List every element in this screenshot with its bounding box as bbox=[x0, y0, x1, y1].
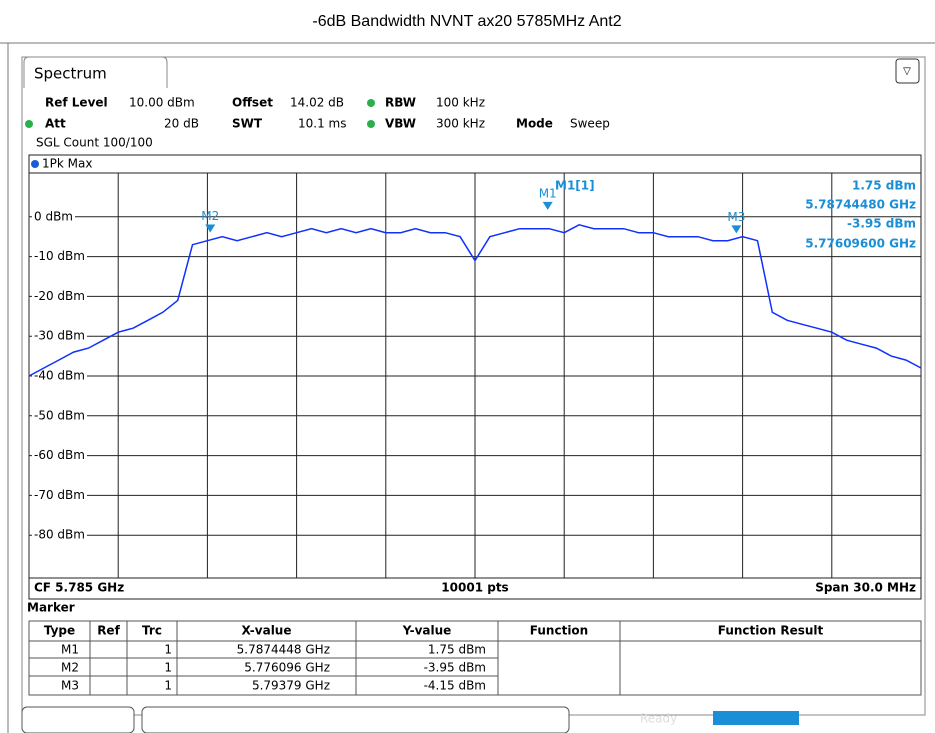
cell: -3.95 dBm bbox=[424, 661, 486, 675]
table-header: Trc bbox=[142, 624, 162, 638]
readout: 5.78744480 GHz bbox=[805, 198, 916, 212]
dot bbox=[367, 99, 375, 107]
page-title: -6dB Bandwidth NVNT ax20 5785MHz Ant2 bbox=[312, 13, 621, 30]
value: 10.00 dBm bbox=[129, 96, 195, 110]
menu-icon: ▽ bbox=[903, 66, 911, 77]
footer-right: Span 30.0 MHz bbox=[815, 581, 916, 595]
readout: -3.95 dBm bbox=[847, 217, 916, 231]
marker-label: M1 bbox=[539, 186, 557, 200]
marker bbox=[205, 224, 216, 233]
label: VBW bbox=[385, 117, 416, 131]
status-box bbox=[141, 706, 570, 733]
dot bbox=[367, 120, 375, 128]
cell: M1 bbox=[61, 643, 79, 657]
label-bg bbox=[32, 408, 87, 423]
menu-button[interactable] bbox=[895, 58, 920, 84]
label: Att bbox=[45, 117, 66, 131]
cell: 1.75 dBm bbox=[428, 643, 486, 657]
table-header: Ref bbox=[97, 624, 120, 638]
value: 14.02 dB bbox=[290, 96, 344, 110]
y-tick-label: -60 dBm bbox=[34, 448, 85, 462]
label-bg bbox=[32, 448, 87, 463]
value: 20 dB bbox=[164, 117, 199, 131]
label: Mode bbox=[516, 117, 553, 131]
tab[interactable] bbox=[23, 56, 168, 88]
y-tick-label: -80 dBm bbox=[34, 528, 85, 542]
marker bbox=[731, 225, 742, 234]
value: 300 kHz bbox=[436, 117, 485, 131]
footer-center: 10001 pts bbox=[441, 581, 508, 595]
table-header: Type bbox=[44, 624, 75, 638]
cell: -4.15 dBm bbox=[424, 679, 486, 693]
cell: M3 bbox=[61, 679, 79, 693]
marker-table: Type Ref Trc X-value Y-value Function Function… bbox=[28, 620, 922, 696]
dot bbox=[25, 120, 33, 128]
label: Ref Level bbox=[45, 96, 108, 110]
table-title: Marker bbox=[27, 601, 75, 615]
trace-name: 1Pk Max bbox=[42, 157, 92, 171]
value: Sweep bbox=[570, 117, 610, 131]
table-header: X-value bbox=[242, 624, 292, 638]
cell: M2 bbox=[61, 661, 79, 675]
y-tick-label: -30 dBm bbox=[34, 329, 85, 343]
marker bbox=[542, 201, 553, 210]
cell: 1 bbox=[164, 661, 172, 675]
readout: 1.75 dBm bbox=[852, 179, 916, 193]
y-tick-label: -40 dBm bbox=[34, 369, 85, 383]
marker-label: M2 bbox=[201, 209, 219, 223]
marker-label: M3 bbox=[727, 210, 745, 224]
readout: 5.77609600 GHz bbox=[805, 237, 916, 251]
value: 100 kHz bbox=[436, 96, 485, 110]
cell: 5.776096 GHz bbox=[244, 661, 330, 675]
status-box bbox=[21, 706, 135, 733]
y-tick-label: 0 dBm bbox=[34, 209, 73, 223]
cell: 1 bbox=[164, 679, 172, 693]
trace bbox=[28, 224, 922, 377]
label-bg bbox=[32, 368, 87, 383]
table-header: Y-value bbox=[402, 624, 452, 638]
y-tick-label: -70 dBm bbox=[34, 488, 85, 502]
trace-dot bbox=[31, 160, 39, 168]
tab-label: Spectrum bbox=[34, 65, 107, 83]
cell: 5.79379 GHz bbox=[252, 679, 330, 693]
value: 10.1 ms bbox=[298, 117, 346, 131]
y-tick-label: -20 dBm bbox=[34, 289, 85, 303]
label-bg bbox=[32, 249, 87, 264]
progress bbox=[713, 711, 799, 725]
label-bg bbox=[32, 487, 87, 502]
footer-left: CF 5.785 GHz bbox=[34, 581, 124, 595]
table-header: Function Result bbox=[718, 624, 824, 638]
readout: M1[1] bbox=[555, 179, 595, 193]
label: Offset bbox=[232, 96, 273, 110]
label-bg bbox=[32, 209, 75, 224]
label: RBW bbox=[385, 96, 416, 110]
label-bg bbox=[32, 328, 87, 343]
label-bg bbox=[32, 288, 87, 303]
label: SWT bbox=[232, 117, 263, 131]
label-bg bbox=[32, 527, 87, 542]
cell: 1 bbox=[164, 643, 172, 657]
sgl-count: SGL Count 100/100 bbox=[36, 136, 153, 150]
table-header: Function bbox=[530, 624, 588, 638]
y-tick-label: -50 dBm bbox=[34, 408, 85, 422]
y-tick-label: -10 dBm bbox=[34, 249, 85, 263]
status: Ready bbox=[640, 712, 677, 726]
cell: 5.7874448 GHz bbox=[237, 643, 330, 657]
